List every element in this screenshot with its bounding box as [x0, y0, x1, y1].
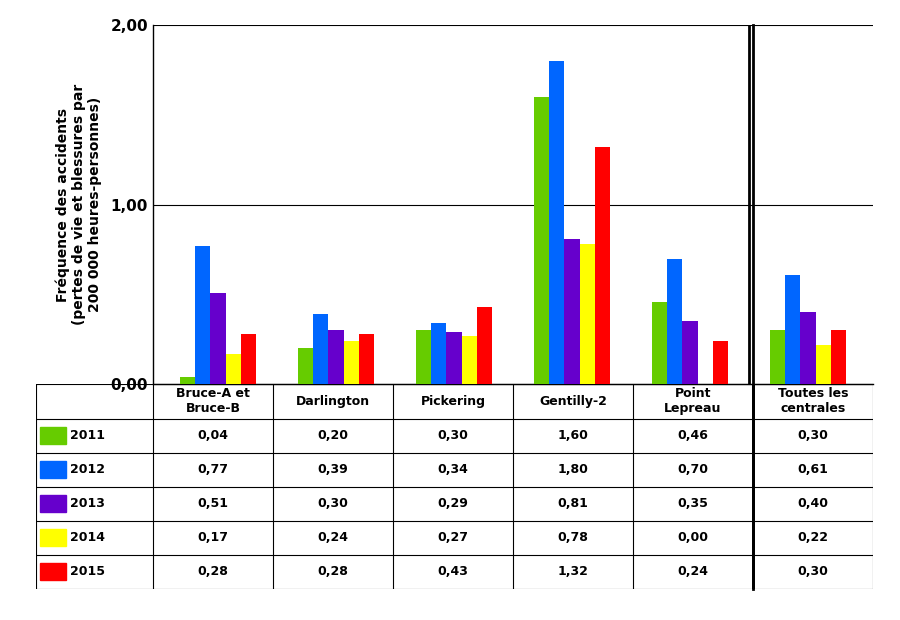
Text: 0,30: 0,30 — [797, 565, 828, 578]
Bar — [595, 147, 610, 384]
Text: Point
Lepreau: Point Lepreau — [664, 388, 722, 415]
Bar — [770, 330, 785, 384]
Text: 2011: 2011 — [70, 429, 105, 442]
Bar — [344, 341, 359, 384]
Text: 0,39: 0,39 — [318, 463, 348, 476]
Text: 0,40: 0,40 — [797, 497, 829, 510]
Bar — [831, 330, 846, 384]
Text: 0,43: 0,43 — [437, 565, 468, 578]
Text: Toutes les
centrales: Toutes les centrales — [778, 388, 848, 415]
Bar — [328, 330, 344, 384]
Text: 0,24: 0,24 — [678, 565, 708, 578]
Bar — [241, 334, 256, 384]
Bar — [40, 564, 66, 580]
Text: Darlington: Darlington — [296, 395, 370, 408]
Bar — [682, 322, 698, 384]
Text: 0,28: 0,28 — [198, 565, 229, 578]
Bar — [580, 244, 595, 384]
Bar — [431, 323, 446, 384]
Bar — [534, 97, 549, 384]
Bar — [416, 330, 431, 384]
Text: 2015: 2015 — [70, 565, 105, 578]
Text: Pickering: Pickering — [420, 395, 485, 408]
Text: 0,04: 0,04 — [197, 429, 229, 442]
Bar — [564, 239, 580, 384]
Bar — [180, 377, 195, 384]
Bar — [477, 307, 492, 384]
Bar — [785, 275, 800, 384]
Bar — [815, 345, 831, 384]
Text: Bruce-A et
Bruce-B: Bruce-A et Bruce-B — [176, 388, 250, 415]
Bar — [359, 334, 374, 384]
Bar — [211, 293, 226, 384]
Text: 0,81: 0,81 — [558, 497, 589, 510]
Bar — [226, 354, 241, 384]
Text: 0,34: 0,34 — [437, 463, 468, 476]
Text: 0,35: 0,35 — [678, 497, 708, 510]
Text: Gentilly-2: Gentilly-2 — [539, 395, 607, 408]
Text: 0,70: 0,70 — [678, 463, 708, 476]
Bar — [40, 495, 66, 512]
Text: 1,32: 1,32 — [558, 565, 589, 578]
Bar — [195, 246, 211, 384]
Text: 0,51: 0,51 — [197, 497, 229, 510]
Text: 0,29: 0,29 — [437, 497, 468, 510]
Bar — [40, 529, 66, 546]
Text: 1,80: 1,80 — [558, 463, 589, 476]
Bar — [549, 61, 564, 384]
Bar — [667, 259, 682, 384]
Bar — [313, 314, 328, 384]
Text: 0,17: 0,17 — [197, 531, 229, 544]
Text: 2012: 2012 — [70, 463, 105, 476]
Text: 0,30: 0,30 — [437, 429, 468, 442]
Text: 0,27: 0,27 — [437, 531, 469, 544]
Text: 0,61: 0,61 — [797, 463, 828, 476]
Text: 0,20: 0,20 — [318, 429, 348, 442]
Text: 0,00: 0,00 — [678, 531, 708, 544]
Text: 0,30: 0,30 — [797, 429, 828, 442]
Text: 0,78: 0,78 — [558, 531, 589, 544]
Bar — [40, 461, 66, 478]
Y-axis label: Fréquence des accidents
(pertes de vie et blessures par
200 000 heures-personnes: Fréquence des accidents (pertes de vie e… — [55, 84, 103, 326]
Text: 0,30: 0,30 — [318, 497, 348, 510]
Bar — [800, 312, 815, 384]
Bar — [298, 348, 313, 384]
Text: 0,46: 0,46 — [678, 429, 708, 442]
Bar — [40, 427, 66, 444]
Bar — [652, 302, 667, 384]
Text: 0,24: 0,24 — [318, 531, 348, 544]
Text: 0,77: 0,77 — [197, 463, 229, 476]
Bar — [462, 336, 477, 384]
Text: 1,60: 1,60 — [558, 429, 589, 442]
Text: 2014: 2014 — [70, 531, 105, 544]
Bar — [713, 341, 728, 384]
Text: 0,22: 0,22 — [797, 531, 829, 544]
Text: 2013: 2013 — [70, 497, 105, 510]
Text: 0,28: 0,28 — [318, 565, 348, 578]
Bar — [446, 332, 462, 384]
